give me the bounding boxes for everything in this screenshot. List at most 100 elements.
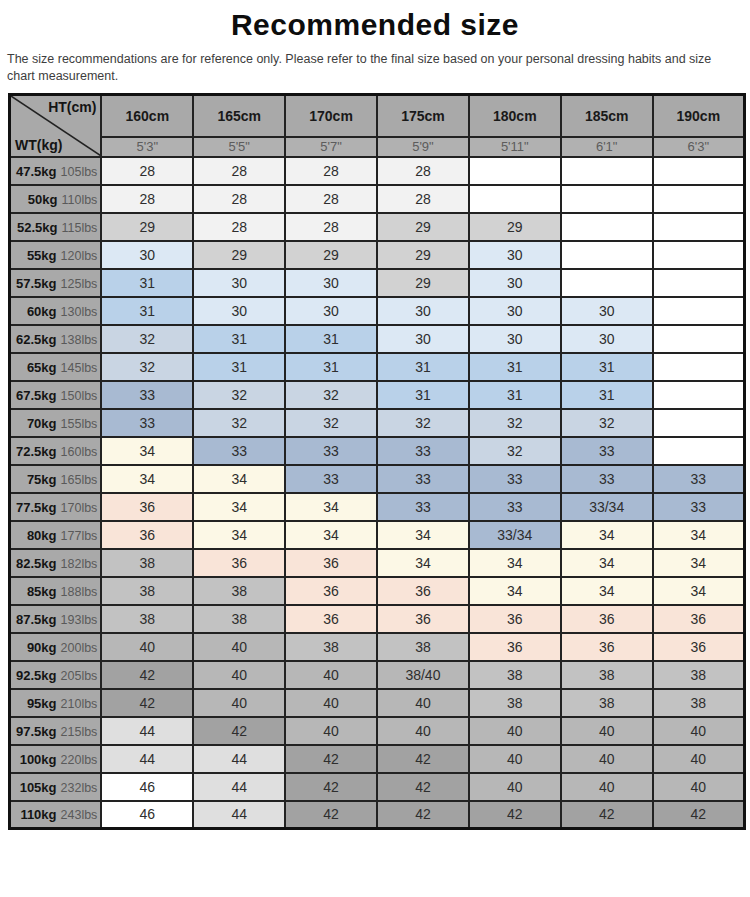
weight-header-cell: 65kg145lbs [10,353,102,381]
size-cell: 32 [561,409,653,437]
weight-lbs-label: 160lbs [61,445,98,459]
size-cell: 44 [101,745,193,773]
table-row: 80kg177lbs3634343433/343434 [10,521,745,549]
size-cell: 34 [377,521,469,549]
size-cell: 30 [561,325,653,353]
weight-kg-label: 95kg [27,696,57,711]
size-cell: 40 [193,689,285,717]
empty-size-cell [653,325,745,353]
size-cell: 36 [377,605,469,633]
size-cell: 34 [193,493,285,521]
corner-weight-label: WT(kg) [15,137,62,153]
weight-kg-label: 85kg [27,584,57,599]
weight-header-cell: 57.5kg 125lbs [10,269,102,297]
empty-size-cell [469,157,561,185]
size-cell: 40 [377,689,469,717]
table-row: 90kg200lbs40403838363636 [10,633,745,661]
weight-header-cell: 92.5kg205lbs [10,661,102,689]
table-row: 55kg120lbs3029292930 [10,241,745,269]
size-cell: 33 [561,437,653,465]
size-cell: 33 [377,437,469,465]
size-cell: 30 [285,297,377,325]
size-cell: 38 [193,605,285,633]
size-cell: 28 [285,185,377,213]
size-cell: 36 [193,549,285,577]
size-cell: 30 [377,297,469,325]
weight-header-cell: 97.5kg215lbs [10,717,102,745]
size-cell: 40 [377,717,469,745]
size-cell: 38 [653,689,745,717]
size-cell: 33 [101,381,193,409]
height-header-cm: 170cm [285,95,377,137]
size-cell: 38 [653,661,745,689]
table-row: 100kg220lbs44444242404040 [10,745,745,773]
weight-lbs-label: 200lbs [61,641,98,655]
size-cell: 29 [377,241,469,269]
size-cell: 33/34 [469,521,561,549]
weight-header-cell: 90kg200lbs [10,633,102,661]
size-cell: 38 [561,689,653,717]
size-cell: 33 [561,465,653,493]
weight-kg-label: 70kg [27,416,57,431]
weight-header-cell: 85kg188lbs [10,577,102,605]
size-cell: 32 [193,409,285,437]
size-cell: 28 [193,213,285,241]
weight-kg-label: 97.5kg [16,724,56,739]
weight-lbs-label: 125lbs [61,277,98,291]
size-cell: 38 [469,689,561,717]
size-cell: 34 [285,493,377,521]
weight-kg-label: 62.5kg [16,332,56,347]
size-cell: 32 [101,353,193,381]
size-cell: 28 [377,157,469,185]
empty-size-cell [653,269,745,297]
size-cell: 30 [469,297,561,325]
size-cell: 40 [101,633,193,661]
weight-kg-label: 87.5kg [16,612,56,627]
table-row: 92.5kg205lbs42404038/40383838 [10,661,745,689]
size-cell: 38 [561,661,653,689]
size-cell: 34 [469,577,561,605]
weight-kg-label: 60kg [27,304,57,319]
size-cell: 38 [377,633,469,661]
size-cell: 31 [561,381,653,409]
height-header-cm: 190cm [653,95,745,137]
empty-size-cell [653,213,745,241]
weight-lbs-label: 105lbs [61,165,98,179]
size-cell: 28 [285,213,377,241]
size-cell: 33 [653,465,745,493]
size-cell: 40 [193,633,285,661]
table-row: 70kg155lbs333232323232 [10,409,745,437]
empty-size-cell [469,185,561,213]
table-row: 87.5kg193lbs38383636363636 [10,605,745,633]
weight-kg-label: 57.5kg [16,276,56,291]
size-cell: 29 [377,213,469,241]
size-cell: 29 [377,269,469,297]
size-cell: 28 [285,157,377,185]
size-cell: 38 [285,633,377,661]
size-cell: 36 [561,633,653,661]
table-row: 47.5kg105lbs28282828 [10,157,745,185]
size-cell: 40 [561,773,653,801]
size-disclaimer: The size recommendations are for referen… [7,51,742,85]
size-cell: 36 [469,633,561,661]
weight-lbs-label: 110lbs [61,193,97,207]
size-cell: 31 [101,297,193,325]
weight-kg-label: 82.5kg [16,556,56,571]
weight-header-cell: 110kg243lbs [10,801,102,829]
size-cell: 29 [285,241,377,269]
weight-header-cell: 80kg177lbs [10,521,102,549]
empty-size-cell [653,381,745,409]
height-header-ft: 5'11" [469,137,561,157]
size-cell: 40 [285,689,377,717]
empty-size-cell [561,185,653,213]
weight-lbs-label: 220lbs [61,753,98,767]
height-header-ft: 6'3" [653,137,745,157]
size-cell: 40 [285,661,377,689]
weight-lbs-label: 115lbs [61,221,97,235]
size-cell: 42 [377,745,469,773]
size-cell: 36 [285,577,377,605]
weight-kg-label: 110kg [20,807,56,822]
size-cell: 40 [653,717,745,745]
size-cell: 36 [377,577,469,605]
weight-header-cell: 52.5kg115lbs [10,213,102,241]
